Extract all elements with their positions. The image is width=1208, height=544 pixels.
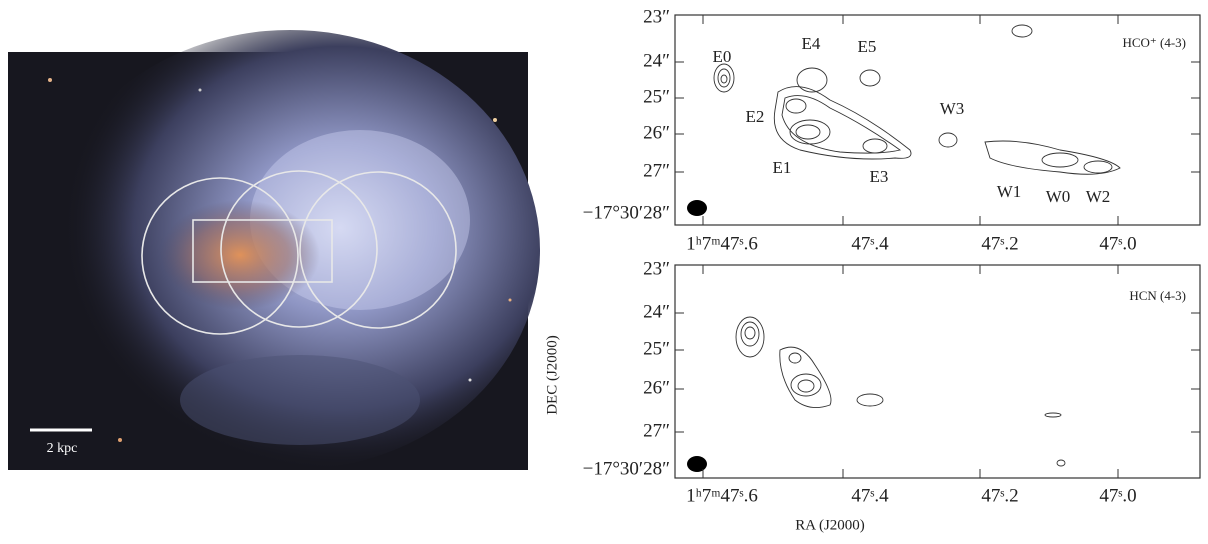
y-tick-label: 24″	[643, 50, 670, 71]
x-tick-label: 47ˢ.4	[851, 485, 889, 506]
panel-label: HCO⁺ (4-3)	[1122, 35, 1186, 50]
contours	[687, 317, 1065, 472]
y-tick-label: −17°30′28″	[583, 458, 670, 479]
y-tick-label: 27″	[643, 420, 670, 441]
source-label: E2	[746, 107, 765, 126]
x-tick-label: 47ˢ.4	[851, 233, 889, 254]
x-axis-label: RA (J2000)	[795, 517, 865, 533]
x-tick-label: 47ˢ.2	[981, 485, 1018, 506]
figure: 2 kpc HCO⁺ (4-3) E0 E4 E5 E2 E1 E3 W3 W1…	[0, 0, 1208, 544]
galaxy-image	[8, 30, 540, 470]
y-tick-label: 26″	[643, 377, 670, 398]
y-tick-label: 24″	[643, 301, 670, 322]
y-axis-label: DEC (J2000)	[544, 335, 560, 415]
y-tick-label: 23″	[643, 6, 670, 27]
y-tick-label: 25″	[643, 86, 670, 107]
source-label: E0	[713, 47, 732, 66]
x-tick-label: 1ʰ7ᵐ47ˢ.6	[686, 233, 758, 254]
source-label: E4	[802, 34, 821, 53]
x-tick-label: 47ˢ.0	[1099, 485, 1136, 506]
y-tick-label: −17°30′28″	[583, 202, 670, 223]
x-tick-label: 1ʰ7ᵐ47ˢ.6	[686, 485, 758, 506]
y-tick-label: 26″	[643, 122, 670, 143]
scale-bar-label: 2 kpc	[47, 441, 78, 456]
source-label: W1	[997, 182, 1022, 201]
y-tick-label: 25″	[643, 338, 670, 359]
x-tick-label: 47ˢ.0	[1099, 233, 1136, 254]
y-tick-label: 27″	[643, 160, 670, 181]
source-label: E5	[858, 37, 877, 56]
panel-frame	[675, 265, 1200, 478]
source-label: W0	[1046, 187, 1071, 206]
panel-label: HCN (4-3)	[1129, 288, 1186, 303]
source-label: E1	[773, 158, 792, 177]
y-tick-label: 23″	[643, 258, 670, 279]
source-label: W3	[940, 99, 965, 118]
source-label: W2	[1086, 187, 1111, 206]
source-label: E3	[870, 167, 889, 186]
x-tick-label: 47ˢ.2	[981, 233, 1018, 254]
